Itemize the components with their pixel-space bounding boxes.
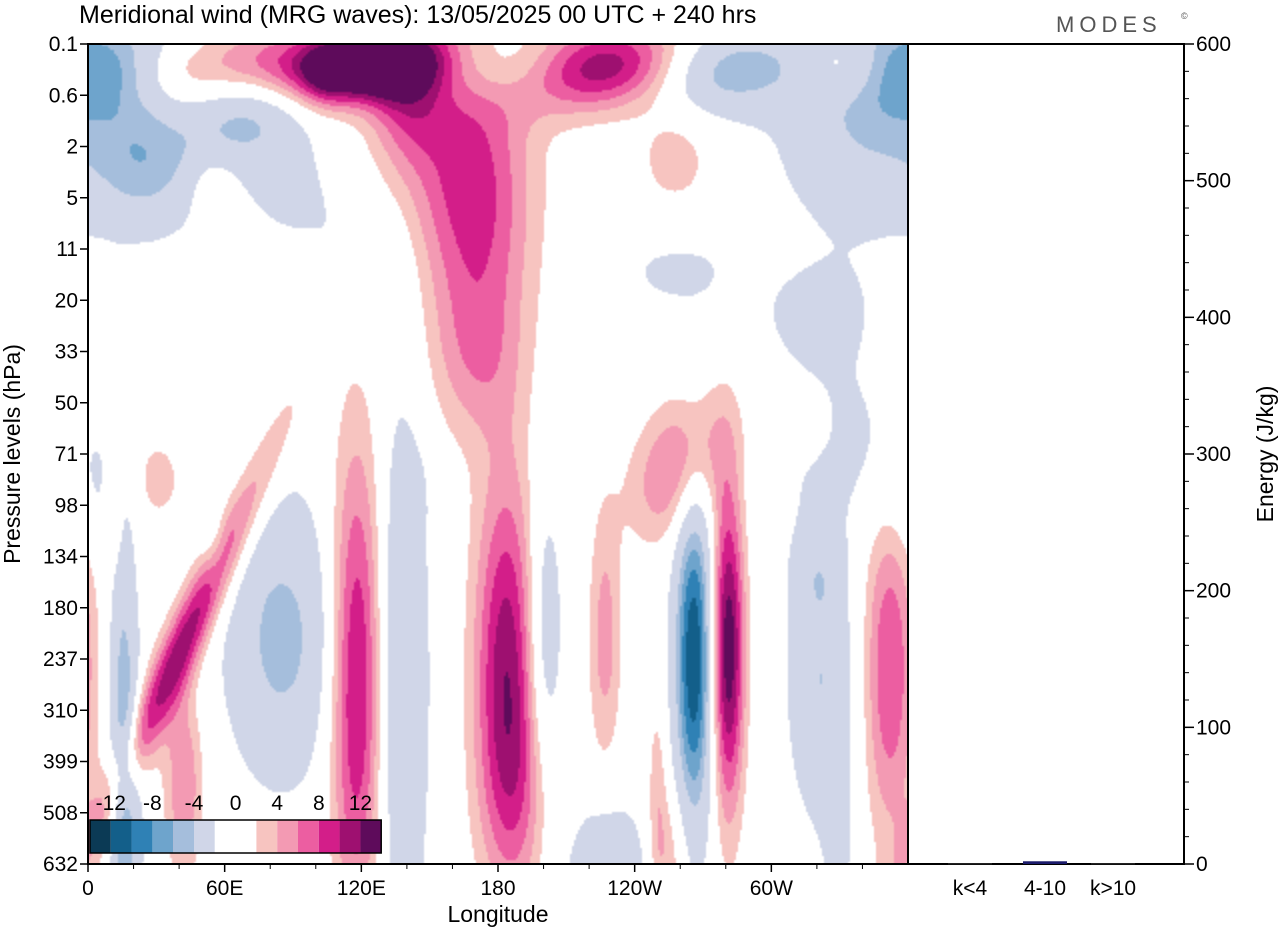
colorbar-label: 8 — [313, 792, 325, 815]
energy-tick-label: 100 — [1196, 716, 1231, 739]
colorbar-label: -4 — [185, 792, 204, 815]
energy-axis-label: Energy (J/kg) — [1252, 386, 1278, 523]
energy-bar — [1023, 861, 1067, 864]
x-axis: 0 60E 120E 180 120W 60W — [82, 864, 863, 900]
energy-category-label: 4-10 — [1024, 877, 1066, 900]
energy-tick-label: 500 — [1196, 170, 1231, 193]
x-tick-label: 180 — [480, 877, 515, 900]
colorbar-swatch — [110, 820, 132, 853]
energy-tick-label: 0 — [1196, 853, 1208, 876]
colorbar-swatch — [360, 820, 382, 853]
x-tick-label: 120E — [337, 877, 386, 900]
energy-category-label: k>10 — [1090, 877, 1136, 900]
colorbar-label: 4 — [271, 792, 283, 815]
x-tick-label: 0 — [82, 877, 94, 900]
y-tick-label: 0.1 — [49, 33, 78, 56]
y-tick-label: 50 — [55, 392, 78, 415]
y-tick-label: 0.6 — [49, 84, 78, 107]
y-tick-label: 180 — [43, 597, 78, 620]
x-axis-label: Longitude — [447, 901, 548, 927]
energy-bars: k<4 4-10 k>10 — [948, 861, 1136, 900]
heatmap-field — [88, 44, 908, 864]
energy-tick-label: 300 — [1196, 443, 1231, 466]
energy-bar — [1091, 863, 1135, 865]
colorbar: -12 -8 -4 0 4 8 12 — [89, 792, 382, 854]
y-tick-label: 5 — [66, 187, 78, 210]
colorbar-label: -12 — [96, 792, 126, 815]
colorbar-swatch — [235, 820, 257, 853]
colorbar-swatch — [194, 820, 215, 853]
colorbar-swatch — [256, 820, 278, 853]
y-tick-label: 632 — [43, 853, 78, 876]
y-tick-label: 237 — [43, 648, 78, 671]
energy-category-label: k<4 — [953, 877, 988, 900]
brand-text: MODES — [1056, 12, 1162, 37]
colorbar-swatch — [318, 820, 340, 853]
y-tick-label: 33 — [55, 341, 78, 364]
y-tick-label: 2 — [66, 136, 78, 159]
colorbar-label: 12 — [349, 792, 372, 815]
y-axis-label: Pressure levels (hPa) — [0, 344, 25, 564]
y-tick-label: 508 — [43, 802, 78, 825]
y-tick-label: 20 — [55, 289, 78, 312]
brand-logo: MODES © — [1056, 11, 1188, 37]
colorbar-swatch — [277, 820, 298, 853]
heatmap-raster — [88, 44, 908, 864]
energy-bar — [948, 863, 992, 865]
x-tick-label: 60W — [750, 877, 793, 900]
colorbar-swatch — [298, 820, 319, 853]
colorbar-label: 0 — [230, 792, 242, 815]
colorbar-swatch — [152, 820, 174, 853]
colorbar-swatch — [173, 820, 194, 853]
y-tick-label: 11 — [56, 238, 78, 261]
brand-mark: © — [1181, 11, 1188, 21]
colorbar-label: -8 — [143, 792, 162, 815]
x-tick-label: 120W — [607, 877, 662, 900]
y-axis: 0.1 0.6 2 5 11 20 33 50 71 98 134 180 237 310 399 508 63… — [43, 33, 88, 876]
y-tick-label: 98 — [55, 494, 78, 517]
energy-tick-label: 600 — [1196, 33, 1231, 56]
energy-panel-frame — [907, 43, 1185, 865]
colorbar-swatch — [339, 820, 361, 853]
y-tick-label: 399 — [43, 751, 78, 774]
y-tick-label: 71 — [55, 443, 78, 466]
energy-tick-label: 400 — [1196, 306, 1231, 329]
colorbar-frame — [89, 819, 382, 854]
colorbar-swatch — [214, 820, 236, 853]
y-tick-label: 310 — [43, 699, 78, 722]
colorbar-swatch — [131, 820, 153, 853]
chart-title: Meridional wind (MRG waves): 13/05/2025 … — [79, 1, 756, 29]
colorbar-swatch — [90, 820, 111, 853]
y-tick-label: 134 — [43, 546, 78, 569]
energy-y-axis: 0 100 200 300 400 500 600 — [1184, 33, 1231, 876]
x-tick-label: 60E — [206, 877, 243, 900]
energy-tick-label: 200 — [1196, 580, 1231, 603]
